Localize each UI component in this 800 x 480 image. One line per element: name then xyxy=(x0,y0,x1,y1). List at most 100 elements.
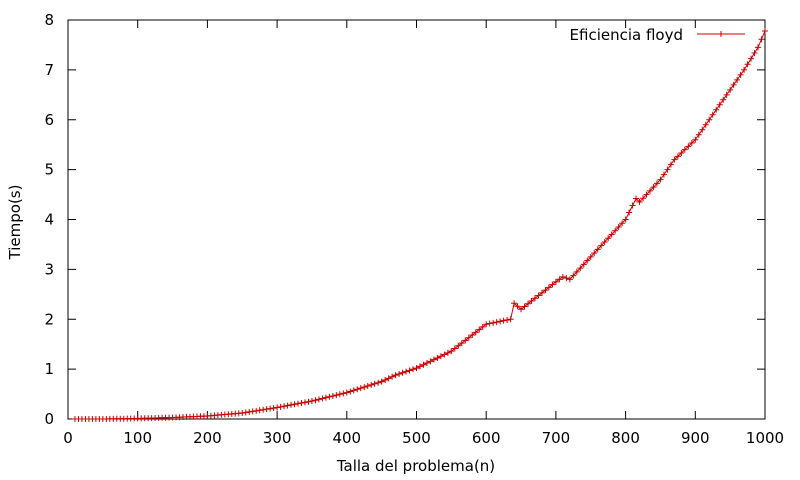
data-point xyxy=(570,272,577,279)
data-point xyxy=(615,223,622,230)
data-point xyxy=(434,354,441,361)
data-point xyxy=(253,407,260,414)
x-tick-label: 1000 xyxy=(746,429,784,447)
series-group xyxy=(71,27,768,422)
data-point xyxy=(420,361,427,368)
x-tick-label: 400 xyxy=(332,429,361,447)
legend-marker-plus xyxy=(718,31,724,37)
data-point xyxy=(371,380,378,387)
data-point xyxy=(256,407,263,414)
data-point xyxy=(315,396,322,403)
data-point xyxy=(692,136,699,143)
data-point xyxy=(626,209,633,216)
data-point xyxy=(406,367,413,374)
data-point xyxy=(392,372,399,379)
data-point xyxy=(559,273,566,280)
data-point xyxy=(375,379,382,386)
data-point xyxy=(622,216,629,223)
data-point xyxy=(713,106,720,113)
data-point xyxy=(685,143,692,150)
data-point xyxy=(350,387,357,394)
data-point xyxy=(521,303,528,310)
data-point xyxy=(242,409,249,416)
data-point xyxy=(535,292,542,299)
data-point xyxy=(486,320,493,327)
data-point xyxy=(751,50,758,57)
y-tick-label: 2 xyxy=(44,310,54,328)
data-point xyxy=(288,401,295,408)
data-point xyxy=(552,278,559,285)
data-point xyxy=(748,55,755,62)
data-point xyxy=(455,342,462,349)
legend-label: Eficiencia floyd xyxy=(570,26,683,44)
data-point xyxy=(465,334,472,341)
data-point xyxy=(343,389,350,396)
data-point xyxy=(427,358,434,365)
data-point xyxy=(528,298,535,305)
data-point xyxy=(577,265,584,272)
data-point xyxy=(354,386,361,393)
data-point xyxy=(723,91,730,98)
data-point xyxy=(301,399,308,406)
data-point xyxy=(531,295,538,302)
y-tick-label: 6 xyxy=(44,111,54,129)
data-point xyxy=(678,150,685,156)
data-point xyxy=(336,391,343,398)
x-tick-label: 800 xyxy=(611,429,640,447)
data-point xyxy=(664,166,671,173)
y-tick-label: 3 xyxy=(44,260,54,278)
data-point xyxy=(744,61,751,68)
data-point xyxy=(312,397,319,404)
data-point xyxy=(549,281,556,288)
data-point xyxy=(490,319,497,326)
data-point xyxy=(545,284,552,291)
data-point xyxy=(629,202,636,209)
data-point xyxy=(695,131,702,138)
data-point xyxy=(605,235,612,242)
data-point xyxy=(364,382,371,389)
data-point xyxy=(476,326,483,333)
data-point xyxy=(653,180,660,187)
data-point xyxy=(646,187,653,194)
data-point xyxy=(291,401,298,408)
data-point xyxy=(281,403,288,410)
data-point xyxy=(706,116,713,123)
x-tick-label: 200 xyxy=(193,429,222,447)
data-point xyxy=(667,161,674,168)
data-point xyxy=(483,321,490,328)
data-point xyxy=(538,289,545,296)
data-point xyxy=(413,365,420,372)
data-point xyxy=(598,242,605,249)
series-line xyxy=(75,30,766,420)
data-point xyxy=(451,345,458,352)
data-point xyxy=(636,199,643,206)
data-point xyxy=(448,348,455,355)
data-point xyxy=(396,370,403,377)
data-point xyxy=(368,381,375,388)
data-point xyxy=(378,378,385,385)
x-tick-label: 0 xyxy=(63,429,73,447)
data-point xyxy=(469,332,476,339)
data-point xyxy=(758,36,765,43)
data-point xyxy=(267,405,274,412)
data-point xyxy=(727,86,734,93)
data-point xyxy=(716,101,723,108)
data-point xyxy=(511,300,518,307)
data-point xyxy=(298,399,305,406)
data-point xyxy=(326,393,333,400)
data-point xyxy=(518,306,525,313)
y-axis-title: Tiempo(s) xyxy=(6,185,24,261)
data-point xyxy=(699,126,706,133)
data-point xyxy=(333,392,340,399)
data-point xyxy=(566,276,573,283)
data-point xyxy=(416,363,423,370)
data-point xyxy=(514,303,521,310)
data-point xyxy=(246,408,253,415)
x-tick-label: 500 xyxy=(402,429,431,447)
data-point xyxy=(410,366,417,373)
legend: Eficiencia floyd xyxy=(570,26,745,44)
data-point xyxy=(458,340,465,347)
data-point xyxy=(660,171,667,178)
data-point xyxy=(619,220,626,227)
data-point xyxy=(504,316,511,323)
